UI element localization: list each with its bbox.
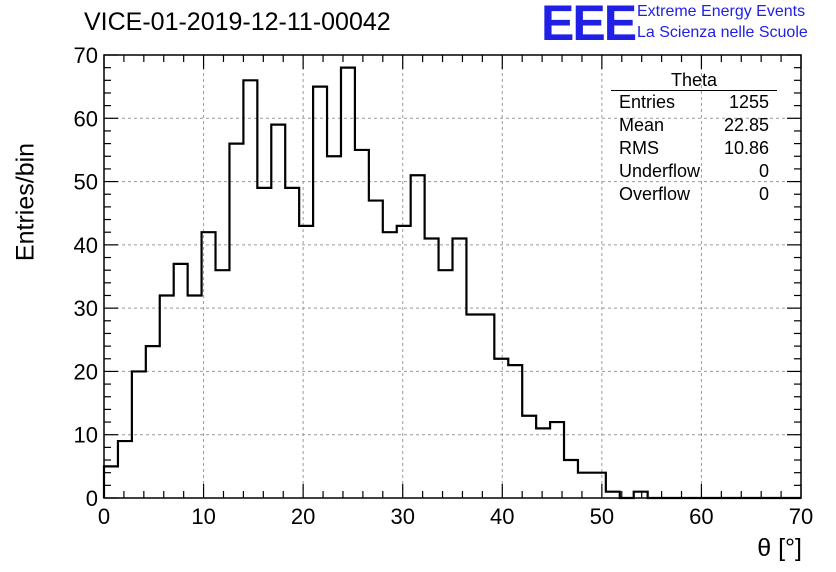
y-tick-label: 30 [74,296,98,321]
x-tick-label: 30 [390,504,414,529]
histogram-bin [494,359,508,498]
x-tick-label: 40 [490,504,514,529]
logo-text-line1: Extreme Energy Events [637,3,806,20]
eee-logo: EEE [541,0,637,51]
x-tick-label: 70 [789,504,813,529]
y-tick-label: 50 [74,170,98,195]
stats-row-overflow: Overflow 0 [611,183,777,206]
stats-value: 0 [758,161,769,181]
histogram-bin [411,175,425,498]
y-tick-label: 70 [74,43,98,68]
stats-row-rms: RMS 10.86 [611,137,777,160]
y-axis-label: Entries/bin [11,142,40,262]
stats-label: Overflow [619,184,691,204]
histogram-bars [104,68,648,498]
histogram-bin [536,428,550,498]
histogram-bin [550,422,564,498]
x-tick-label: 10 [191,504,215,529]
stats-value: 1255 [728,92,769,112]
y-tick-labels: 0 10 20 30 40 50 60 70 [74,43,98,511]
stats-row-mean: Mean 22.85 [611,114,777,137]
y-tick-label: 0 [86,486,98,511]
stats-value: 10.86 [723,138,769,158]
histogram-bin [104,466,118,498]
y-tick-label: 40 [74,233,98,258]
histogram-bin [439,270,453,498]
x-tick-labels: 0 10 20 30 40 50 60 70 [98,504,813,529]
stats-label: Mean [619,115,665,135]
histogram-bin [118,441,132,498]
histogram-bin [355,150,369,498]
histogram-bin [383,232,397,498]
stats-value: 22.85 [723,115,769,135]
histogram-bin [466,314,480,498]
y-tick-label: 20 [74,359,98,384]
histogram-bin [160,295,174,498]
x-axis-label: θ [°] [757,534,802,562]
histogram-bin [313,87,327,498]
histogram-bin [397,226,411,498]
histogram-bin [341,68,355,498]
histogram-bin [564,460,578,498]
stats-box: Theta Entries 1255 Mean 22.85 RMS 10.86 … [611,70,777,206]
stats-value: 0 [758,184,769,204]
histogram-bin [229,144,243,498]
histogram-bin [132,371,146,498]
stats-row-entries: Entries 1255 [611,91,777,114]
histogram-bin [480,314,494,498]
histogram-bin [174,264,188,498]
histogram-bin [592,473,606,498]
histogram-bin [257,188,271,498]
y-tick-label: 10 [74,423,98,448]
histogram-bin [425,239,439,498]
plot-frame [103,54,802,499]
histogram-bin [188,295,202,498]
histogram-bin [453,239,467,498]
stats-title: Theta [611,70,777,91]
x-tick-label: 0 [98,504,110,529]
chart-title: VICE-01-2019-12-11-00042 [84,8,391,36]
stats-row-underflow: Underflow 0 [611,160,777,183]
histogram-bin [578,473,592,498]
histogram-bin [243,80,257,498]
stats-label: Entries [619,92,676,112]
y-axis-label-box: Entries/bin [6,112,46,292]
x-tick-label: 60 [689,504,713,529]
histogram-bin [216,270,230,498]
y-tick-label: 60 [74,106,98,131]
stats-label: RMS [619,138,659,158]
x-tick-label: 20 [291,504,315,529]
histogram-bin [285,188,299,498]
histogram-bin [508,365,522,498]
histogram-bin [299,226,313,498]
logo-text-line2: La Scienza nelle Scuole [637,24,808,41]
histogram-bin [522,416,536,498]
histogram-bin [327,156,341,498]
histogram-bin [271,125,285,498]
histogram-bin [146,346,160,498]
x-tick-label: 50 [590,504,614,529]
stats-label: Underflow [619,161,701,181]
